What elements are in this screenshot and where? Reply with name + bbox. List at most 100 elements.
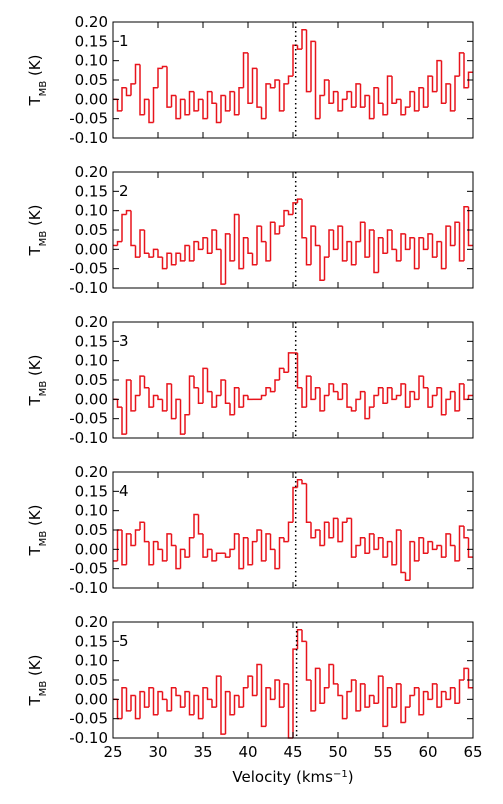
step-segment — [328, 663, 334, 688]
step-segment — [454, 687, 460, 704]
step-segment — [121, 686, 127, 719]
step-segment — [161, 399, 167, 412]
step-segment — [377, 675, 383, 704]
step-segment — [152, 394, 158, 408]
step-segment — [296, 45, 302, 50]
step-segment — [404, 233, 410, 251]
step-segment — [233, 386, 239, 415]
step-segment — [346, 90, 352, 100]
step-segment — [427, 75, 433, 108]
step-segment — [422, 87, 428, 108]
step-segment — [359, 390, 365, 400]
step-segment — [215, 552, 221, 561]
step-segment — [404, 572, 410, 582]
step-segment — [125, 533, 131, 565]
step-segment — [355, 544, 361, 558]
step-segment — [391, 687, 397, 708]
step-segment — [274, 679, 280, 700]
step-segment — [211, 549, 217, 562]
step-segment — [296, 478, 302, 488]
step-segment — [314, 667, 320, 711]
step-segment — [440, 387, 446, 416]
step-segment — [206, 90, 212, 119]
step-segment — [179, 695, 185, 708]
step-segment — [170, 686, 176, 711]
step-segment — [314, 41, 320, 120]
step-segment — [121, 213, 127, 242]
step-segment — [247, 537, 253, 566]
step-segment — [332, 517, 338, 538]
step-segment — [179, 399, 185, 435]
step-segment — [337, 391, 343, 401]
step-segment — [382, 103, 388, 116]
step-segment — [404, 706, 410, 723]
step-segment — [431, 76, 437, 93]
y-tick-label: 0.05 — [75, 671, 108, 689]
step-segment — [445, 691, 451, 701]
step-segment — [238, 387, 244, 408]
step-segment — [323, 686, 329, 704]
y-label-sub: MB — [38, 81, 49, 97]
step-segment — [211, 699, 217, 708]
step-segment — [121, 86, 127, 111]
step-segment — [256, 529, 262, 542]
step-segment — [274, 79, 280, 88]
step-segment — [170, 253, 176, 266]
y-label-sub: MB — [38, 681, 49, 697]
step-segment — [431, 394, 437, 408]
step-segment — [467, 71, 473, 88]
step-segment — [188, 691, 194, 716]
step-segment — [193, 376, 199, 389]
step-segment — [440, 545, 446, 558]
y-tick-label: 0.20 — [75, 13, 108, 31]
x-label-sup: −1 — [333, 769, 348, 780]
y-tick-label: -0.05 — [69, 260, 108, 278]
step-segment — [305, 641, 311, 681]
step-segment — [233, 213, 239, 261]
step-segment — [197, 387, 203, 404]
step-segment — [328, 229, 334, 258]
step-segment — [229, 233, 235, 262]
step-segment — [305, 375, 311, 408]
step-segment — [319, 668, 325, 704]
step-segment — [422, 376, 428, 389]
step-segment — [233, 694, 239, 715]
step-segment — [256, 225, 262, 265]
step-segment — [431, 683, 437, 700]
step-segment — [287, 210, 293, 216]
y-tick-label: 0.05 — [75, 521, 108, 539]
step-segment — [265, 686, 271, 727]
step-segment — [373, 695, 379, 704]
step-segment — [274, 379, 280, 392]
step-segment — [373, 394, 379, 408]
step-segment — [188, 90, 194, 115]
step-segment — [179, 548, 185, 569]
step-segment — [139, 690, 145, 719]
step-segment — [229, 691, 235, 716]
y-label-unit: (K) — [26, 655, 44, 681]
y-tick-label: 0.00 — [75, 90, 108, 108]
step-segment — [229, 403, 235, 416]
step-segment — [224, 95, 230, 112]
step-segment — [413, 541, 419, 562]
step-segment — [188, 245, 194, 262]
step-segment — [445, 225, 451, 269]
step-segment — [368, 229, 374, 258]
step-segment — [121, 530, 127, 566]
step-segment — [242, 394, 248, 408]
step-segment — [467, 394, 473, 400]
step-segment — [220, 676, 226, 735]
step-segment — [368, 533, 374, 554]
step-segment — [256, 663, 262, 696]
step-segment — [350, 679, 356, 692]
step-segment — [242, 236, 248, 269]
step-segment — [125, 687, 131, 712]
step-segment — [143, 522, 149, 543]
step-segment — [148, 387, 154, 408]
step-segment — [247, 52, 253, 104]
step-segment — [413, 391, 419, 401]
step-segment — [463, 667, 469, 680]
step-segment — [350, 241, 356, 266]
x-tick-label: 60 — [418, 743, 437, 761]
step-segment — [431, 233, 437, 258]
